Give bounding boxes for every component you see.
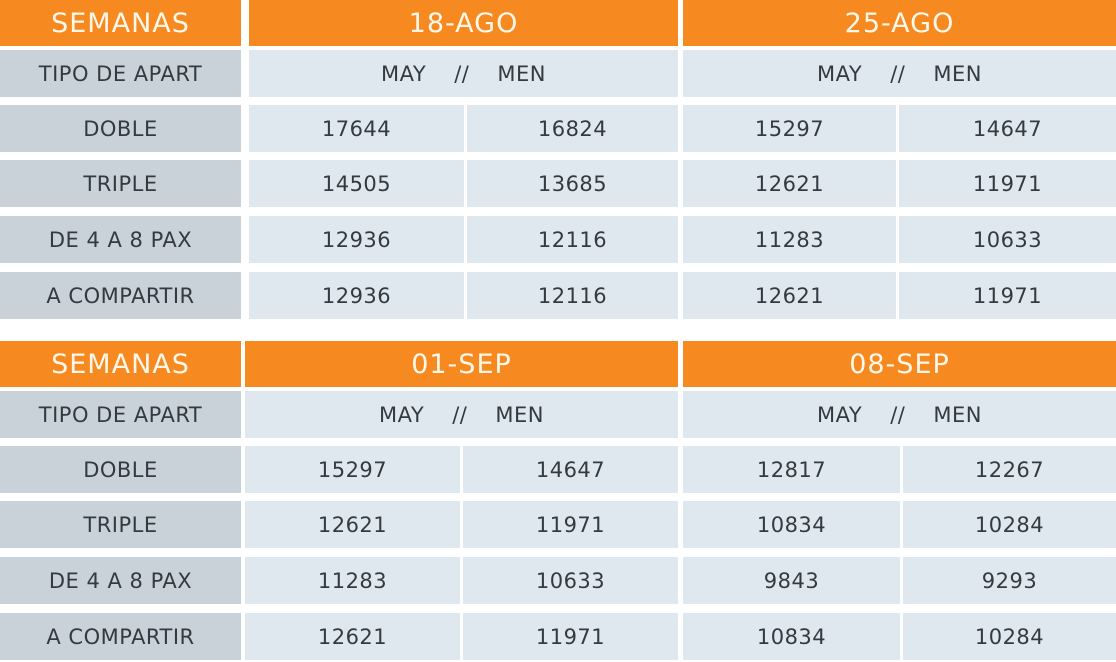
price-may: 9843 [683, 557, 900, 604]
price-may: 12621 [245, 501, 460, 548]
price-may: 12621 [683, 160, 896, 207]
room-type: DOBLE [0, 446, 241, 493]
price-men: 16824 [467, 105, 678, 152]
price-men: 10633 [463, 557, 678, 604]
price-may: 12621 [683, 272, 896, 319]
separator: // [454, 61, 470, 86]
may-men-subheader: MAY // MEN [683, 391, 1116, 438]
table-row: TRIPLE 12621 11971 10834 10284 [0, 501, 1116, 548]
room-type: A COMPARTIR [0, 613, 241, 660]
header-semanas: SEMANAS [0, 0, 241, 46]
separator: // [890, 61, 906, 86]
price-men: 11971 [899, 272, 1116, 319]
separator: // [452, 402, 468, 427]
price-men: 10284 [903, 501, 1116, 548]
price-may: 15297 [683, 105, 896, 152]
men-label: MEN [495, 402, 544, 427]
price-may: 14505 [249, 160, 464, 207]
room-type: A COMPARTIR [0, 272, 241, 319]
men-label: MEN [933, 61, 982, 86]
may-men-subheader: MAY // MEN [245, 391, 678, 438]
price-may: 11283 [683, 216, 896, 263]
week-header: 08-SEP [683, 341, 1116, 387]
tipo-apart-label: TIPO DE APART [0, 50, 241, 97]
price-men: 11971 [463, 501, 678, 548]
price-men: 13685 [467, 160, 678, 207]
week-header: 25-AGO [683, 0, 1116, 46]
week-header: 18-AGO [249, 0, 678, 46]
separator: // [890, 402, 906, 427]
price-men: 10284 [903, 613, 1116, 660]
room-type: TRIPLE [0, 501, 241, 548]
may-men-subheader: MAY // MEN [683, 50, 1116, 97]
room-type: DOBLE [0, 105, 241, 152]
may-label: MAY [817, 402, 863, 427]
header-semanas: SEMANAS [0, 341, 241, 387]
table-row: A COMPARTIR 12936 12116 12621 11971 [0, 272, 1116, 319]
price-men: 11971 [463, 613, 678, 660]
price-may: 10834 [683, 613, 900, 660]
price-table-sep: SEMANAS 01-SEP 08-SEP TIPO DE APART MAY//… [0, 341, 1116, 660]
price-men: 14647 [463, 446, 678, 493]
price-men: 9293 [903, 557, 1116, 604]
may-label: MAY [817, 61, 863, 86]
price-may: 12936 [249, 216, 464, 263]
table-row: DE 4 A 8 PAX 12936 12116 11283 10633 [0, 216, 1116, 263]
table-row: A COMPARTIR 12621 11971 10834 10284 [0, 613, 1116, 660]
tipo-apart-label: TIPO DE APART [0, 391, 241, 438]
price-may: 11283 [245, 557, 460, 604]
price-men: 10633 [899, 216, 1116, 263]
table-row: SEMANAS 18-AGO 25-AGO [0, 0, 1116, 46]
price-may: 12621 [245, 613, 460, 660]
price-men: 12116 [467, 272, 678, 319]
price-may: 17644 [249, 105, 464, 152]
week-header: 01-SEP [245, 341, 678, 387]
may-men-subheader: MAY // MEN [249, 50, 678, 97]
room-type: DE 4 A 8 PAX [0, 557, 241, 604]
price-may: 15297 [245, 446, 460, 493]
price-may: 12817 [683, 446, 900, 493]
room-type: DE 4 A 8 PAX [0, 216, 241, 263]
may-label: MAY [381, 61, 427, 86]
price-may: 12936 [249, 272, 464, 319]
table-row: DE 4 A 8 PAX 11283 10633 9843 9293 [0, 557, 1116, 604]
price-may: 10834 [683, 501, 900, 548]
table-row: TRIPLE 14505 13685 12621 11971 [0, 160, 1116, 207]
table-row: SEMANAS 01-SEP 08-SEP [0, 341, 1116, 387]
may-label: MAY [379, 402, 425, 427]
price-table-aug: SEMANAS 18-AGO 25-AGO TIPO DE APART MAY//… [0, 0, 1116, 319]
table-row: TIPO DE APART MAY // MEN MAY // MEN [0, 391, 1116, 438]
table-row: TIPO DE APART MAY // MEN MAY // MEN [0, 50, 1116, 97]
room-type: TRIPLE [0, 160, 241, 207]
price-men: 12116 [467, 216, 678, 263]
table-row: DOBLE 17644 16824 15297 14647 [0, 105, 1116, 152]
men-label: MEN [933, 402, 982, 427]
price-men: 14647 [899, 105, 1116, 152]
men-label: MEN [497, 61, 546, 86]
price-men: 11971 [899, 160, 1116, 207]
table-row: DOBLE 15297 14647 12817 12267 [0, 446, 1116, 493]
price-men: 12267 [903, 446, 1116, 493]
